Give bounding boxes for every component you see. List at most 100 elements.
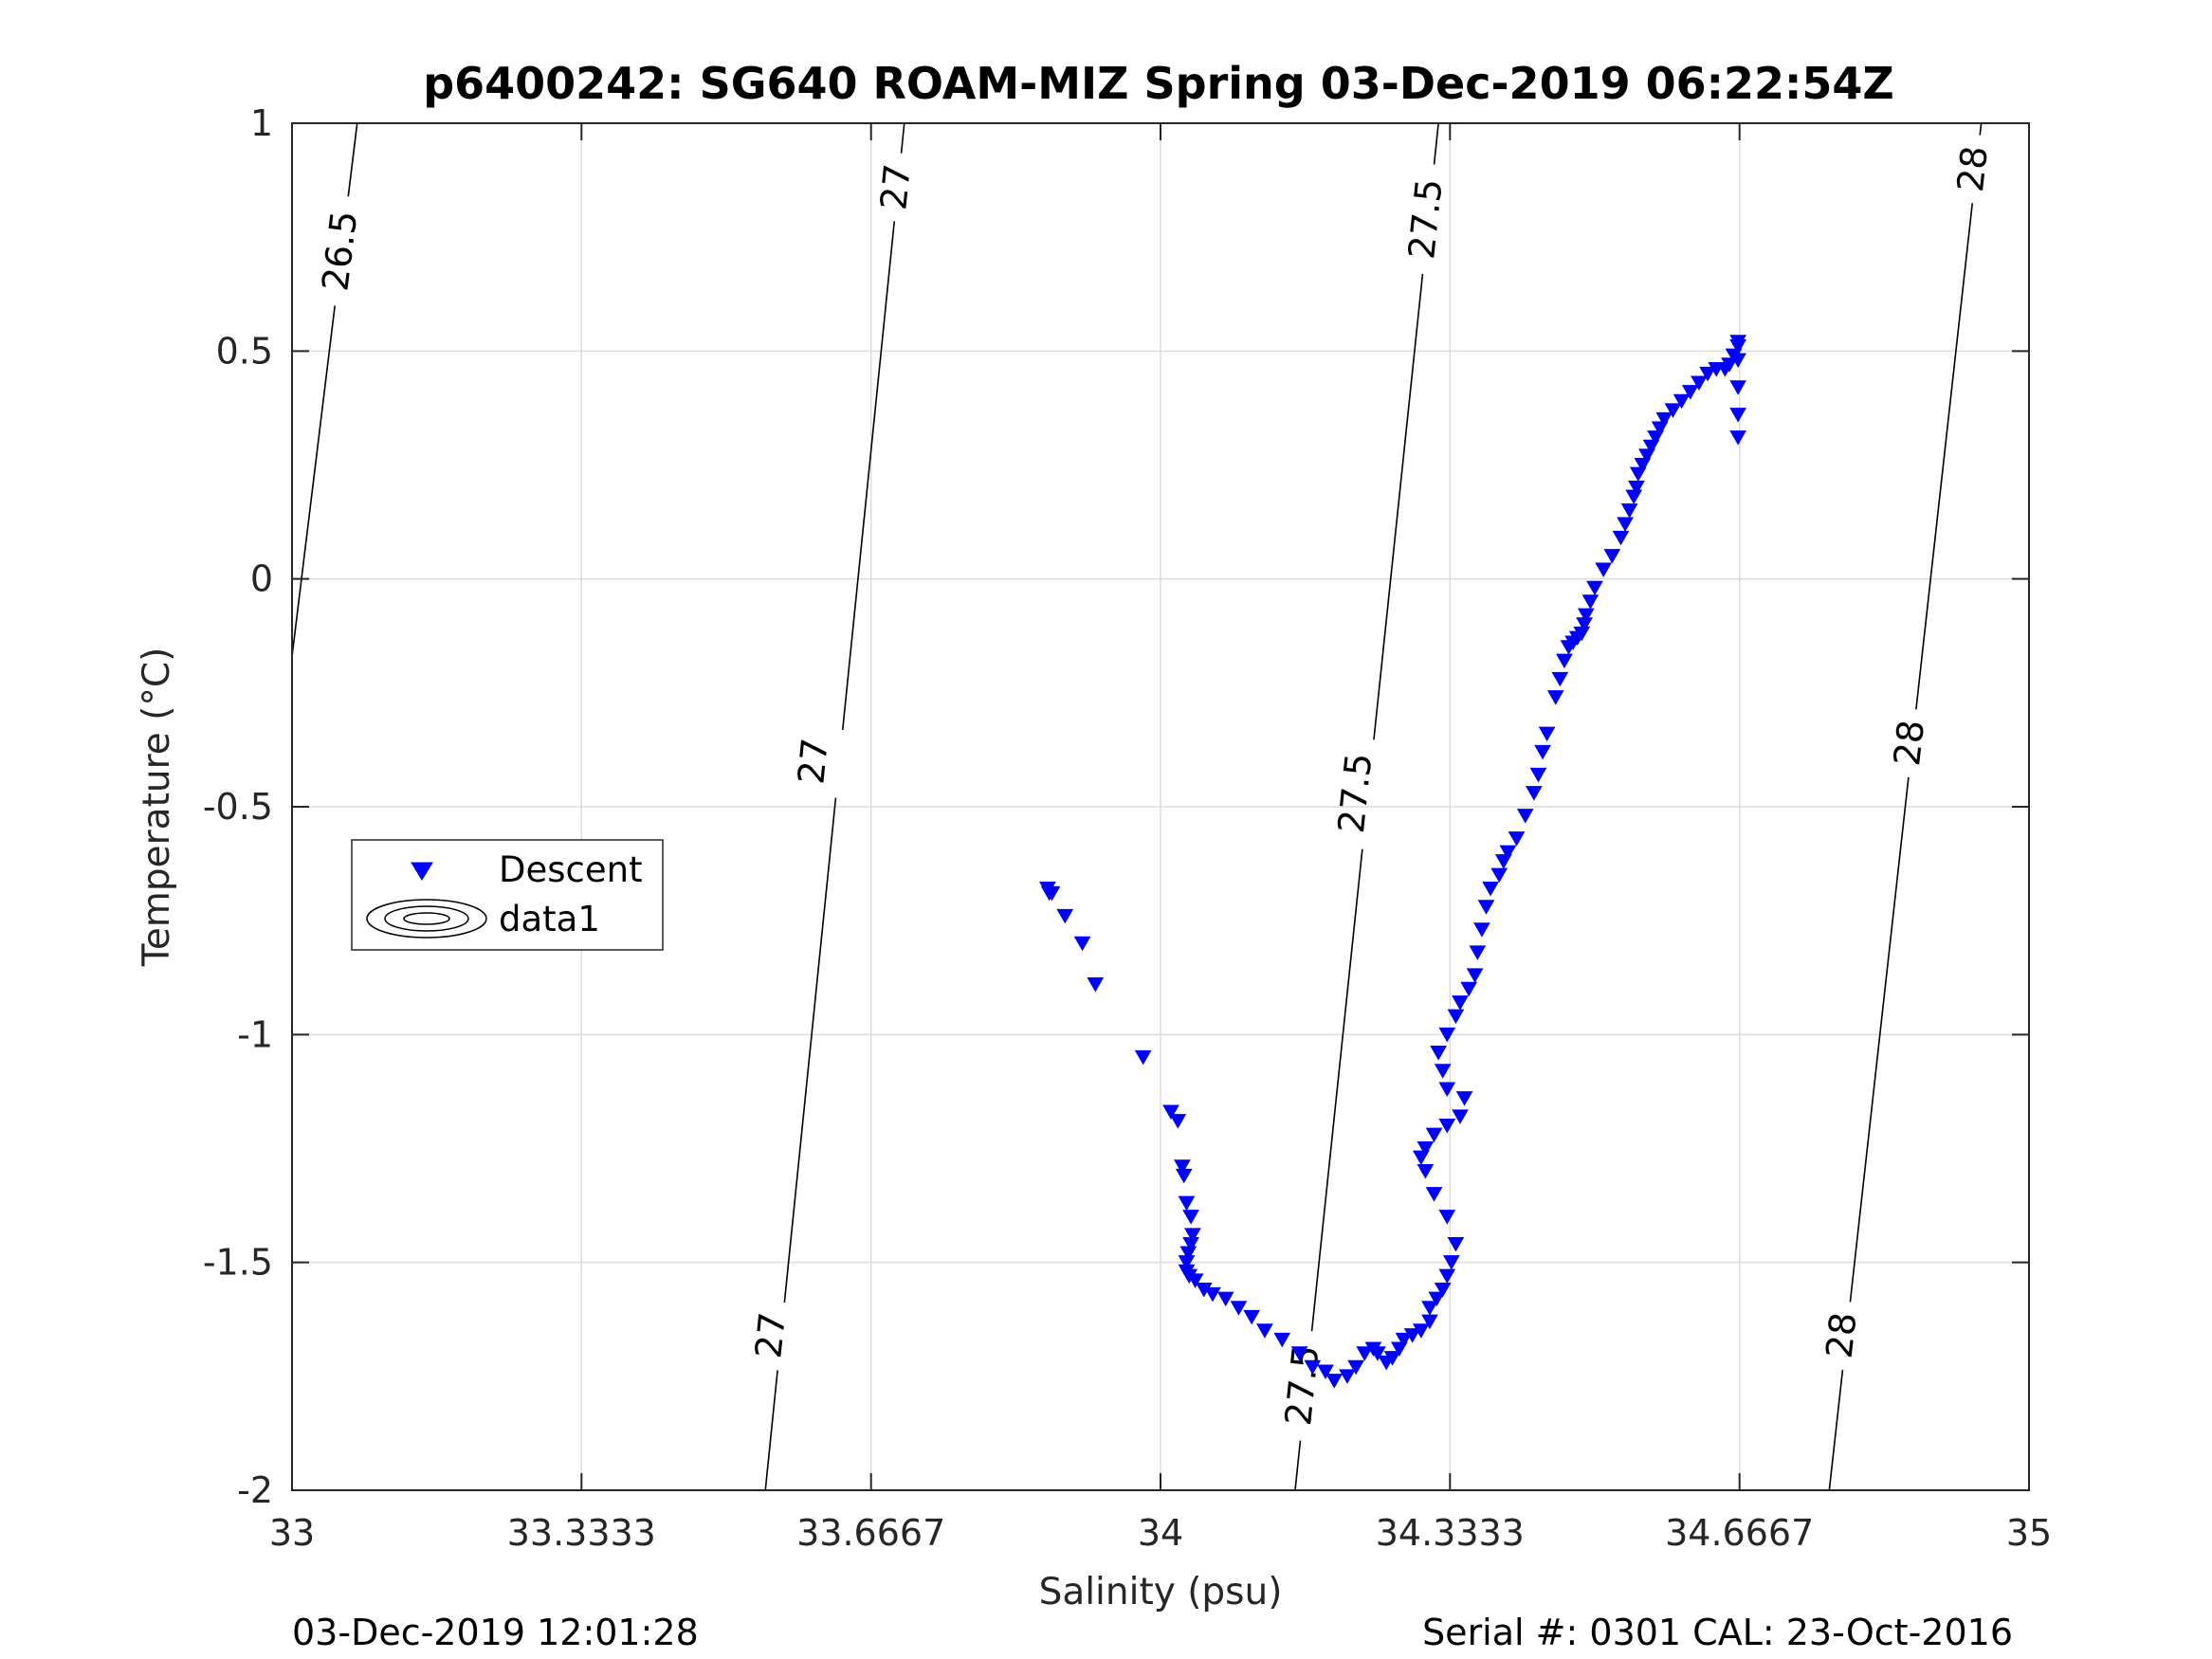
x-tick-label: 33: [269, 1512, 315, 1554]
contour-line: [783, 797, 837, 1303]
descent-point: [1425, 1187, 1443, 1202]
descent-point: [1477, 900, 1495, 915]
x-tick-label: 33.3333: [507, 1512, 656, 1554]
descent-point: [1603, 549, 1621, 564]
contour-label: 26.5: [314, 209, 365, 293]
descent-point: [1182, 1210, 1199, 1225]
descent-point: [1469, 945, 1487, 960]
contour-label: 27.5: [1277, 1343, 1327, 1428]
contour-line: [764, 1370, 778, 1491]
descent-point: [1178, 1195, 1196, 1212]
x-tick-label: 34.6667: [1665, 1512, 1814, 1554]
legend-contour-icon: [366, 899, 487, 939]
descent-point: [1430, 1046, 1447, 1061]
descent-point: [1243, 1309, 1261, 1325]
contour-line: [1849, 776, 1910, 1303]
y-tick-label: -2: [237, 1469, 273, 1511]
y-tick-label: -0.5: [203, 786, 273, 828]
legend: Descent data1: [351, 839, 664, 951]
contour-line: [1433, 122, 1439, 165]
descent-point: [1534, 744, 1551, 760]
descent-point: [1447, 1009, 1465, 1025]
descent-point: [1087, 976, 1105, 993]
density-contours: 26.5 27 27 27 27.5 27.5 27.5 28 28 28: [291, 122, 1996, 1491]
descent-point: [1729, 408, 1747, 423]
descent-point: [1434, 1064, 1452, 1079]
descent-point: [1134, 1049, 1152, 1066]
descent-point: [1526, 786, 1543, 801]
legend-descent-marker: [411, 862, 433, 881]
descent-point: [1529, 767, 1547, 783]
descent-point: [1339, 1369, 1356, 1384]
descent-point: [1617, 517, 1634, 532]
descent-point: [1538, 726, 1556, 742]
y-tick-label: 0: [250, 558, 273, 600]
descent-point: [1421, 1301, 1438, 1316]
descent-point: [1546, 690, 1564, 705]
descent-point: [1628, 481, 1645, 496]
descent-point: [1412, 1323, 1430, 1339]
descent-point: [1577, 608, 1595, 624]
descent-point: [1438, 1027, 1456, 1043]
descent-point: [1356, 1346, 1374, 1361]
contour-label: 28: [1819, 1310, 1865, 1360]
x-axis-label: Salinity (psu): [1039, 1571, 1283, 1613]
contour-line: [1294, 1440, 1302, 1491]
descent-point: [1452, 1109, 1469, 1124]
contour-line: [1310, 848, 1363, 1332]
contour-line: [347, 122, 358, 197]
descent-points: [1039, 335, 1747, 1389]
contour-label: 27.5: [1330, 751, 1380, 835]
descent-point: [1551, 671, 1569, 687]
y-tick-label: -1.5: [203, 1242, 273, 1284]
descent-point: [1425, 1127, 1443, 1143]
descent-point: [1490, 867, 1508, 884]
legend-descent-label: Descent: [499, 849, 643, 890]
descent-point: [1186, 1273, 1204, 1288]
contour-line: [1373, 273, 1424, 740]
y-tick-label: 0.5: [216, 330, 273, 372]
descent-point: [1369, 1346, 1386, 1361]
descent-point: [1169, 1114, 1187, 1129]
descent-point: [1204, 1286, 1221, 1303]
descent-point: [1691, 375, 1708, 391]
descent-point: [1347, 1359, 1364, 1376]
descent-point: [1699, 366, 1716, 382]
descent-point: [1184, 1228, 1201, 1243]
contour-line: [900, 122, 905, 154]
descent-point: [1438, 1082, 1456, 1098]
descent-point: [1466, 968, 1484, 983]
descent-point: [1417, 1164, 1435, 1179]
descent-point: [1482, 882, 1499, 897]
contour-label: 27: [872, 162, 919, 212]
descent-point: [1395, 1332, 1413, 1348]
contour-line: [1979, 122, 1983, 136]
descent-point: [1417, 1141, 1435, 1157]
descent-point: [1325, 1374, 1344, 1389]
x-tick-label: 34.3333: [1376, 1512, 1525, 1554]
descent-point: [1460, 981, 1478, 997]
contour-line: [1915, 203, 1974, 710]
descent-point: [1073, 936, 1091, 952]
descent-point: [1383, 1351, 1401, 1366]
descent-point: [1179, 1246, 1197, 1262]
descent-point: [1175, 1168, 1193, 1184]
descent-point: [1230, 1301, 1248, 1316]
descent-point: [1043, 885, 1061, 902]
descent-point: [1304, 1359, 1322, 1376]
descent-point: [1664, 403, 1682, 418]
descent-point: [1673, 393, 1691, 410]
y-tick-label: 1: [250, 102, 273, 144]
contour-line: [841, 221, 896, 730]
descent-point: [1162, 1104, 1179, 1121]
descent-point: [1428, 1291, 1446, 1307]
descent-point: [1516, 809, 1534, 824]
descent-point: [1178, 1255, 1196, 1270]
descent-point: [1452, 995, 1469, 1011]
contour-line: [291, 305, 336, 657]
descent-point: [1438, 1118, 1456, 1134]
contour-label: 27.5: [1400, 177, 1451, 262]
descent-point: [1174, 1159, 1191, 1175]
descent-point: [1729, 430, 1747, 446]
